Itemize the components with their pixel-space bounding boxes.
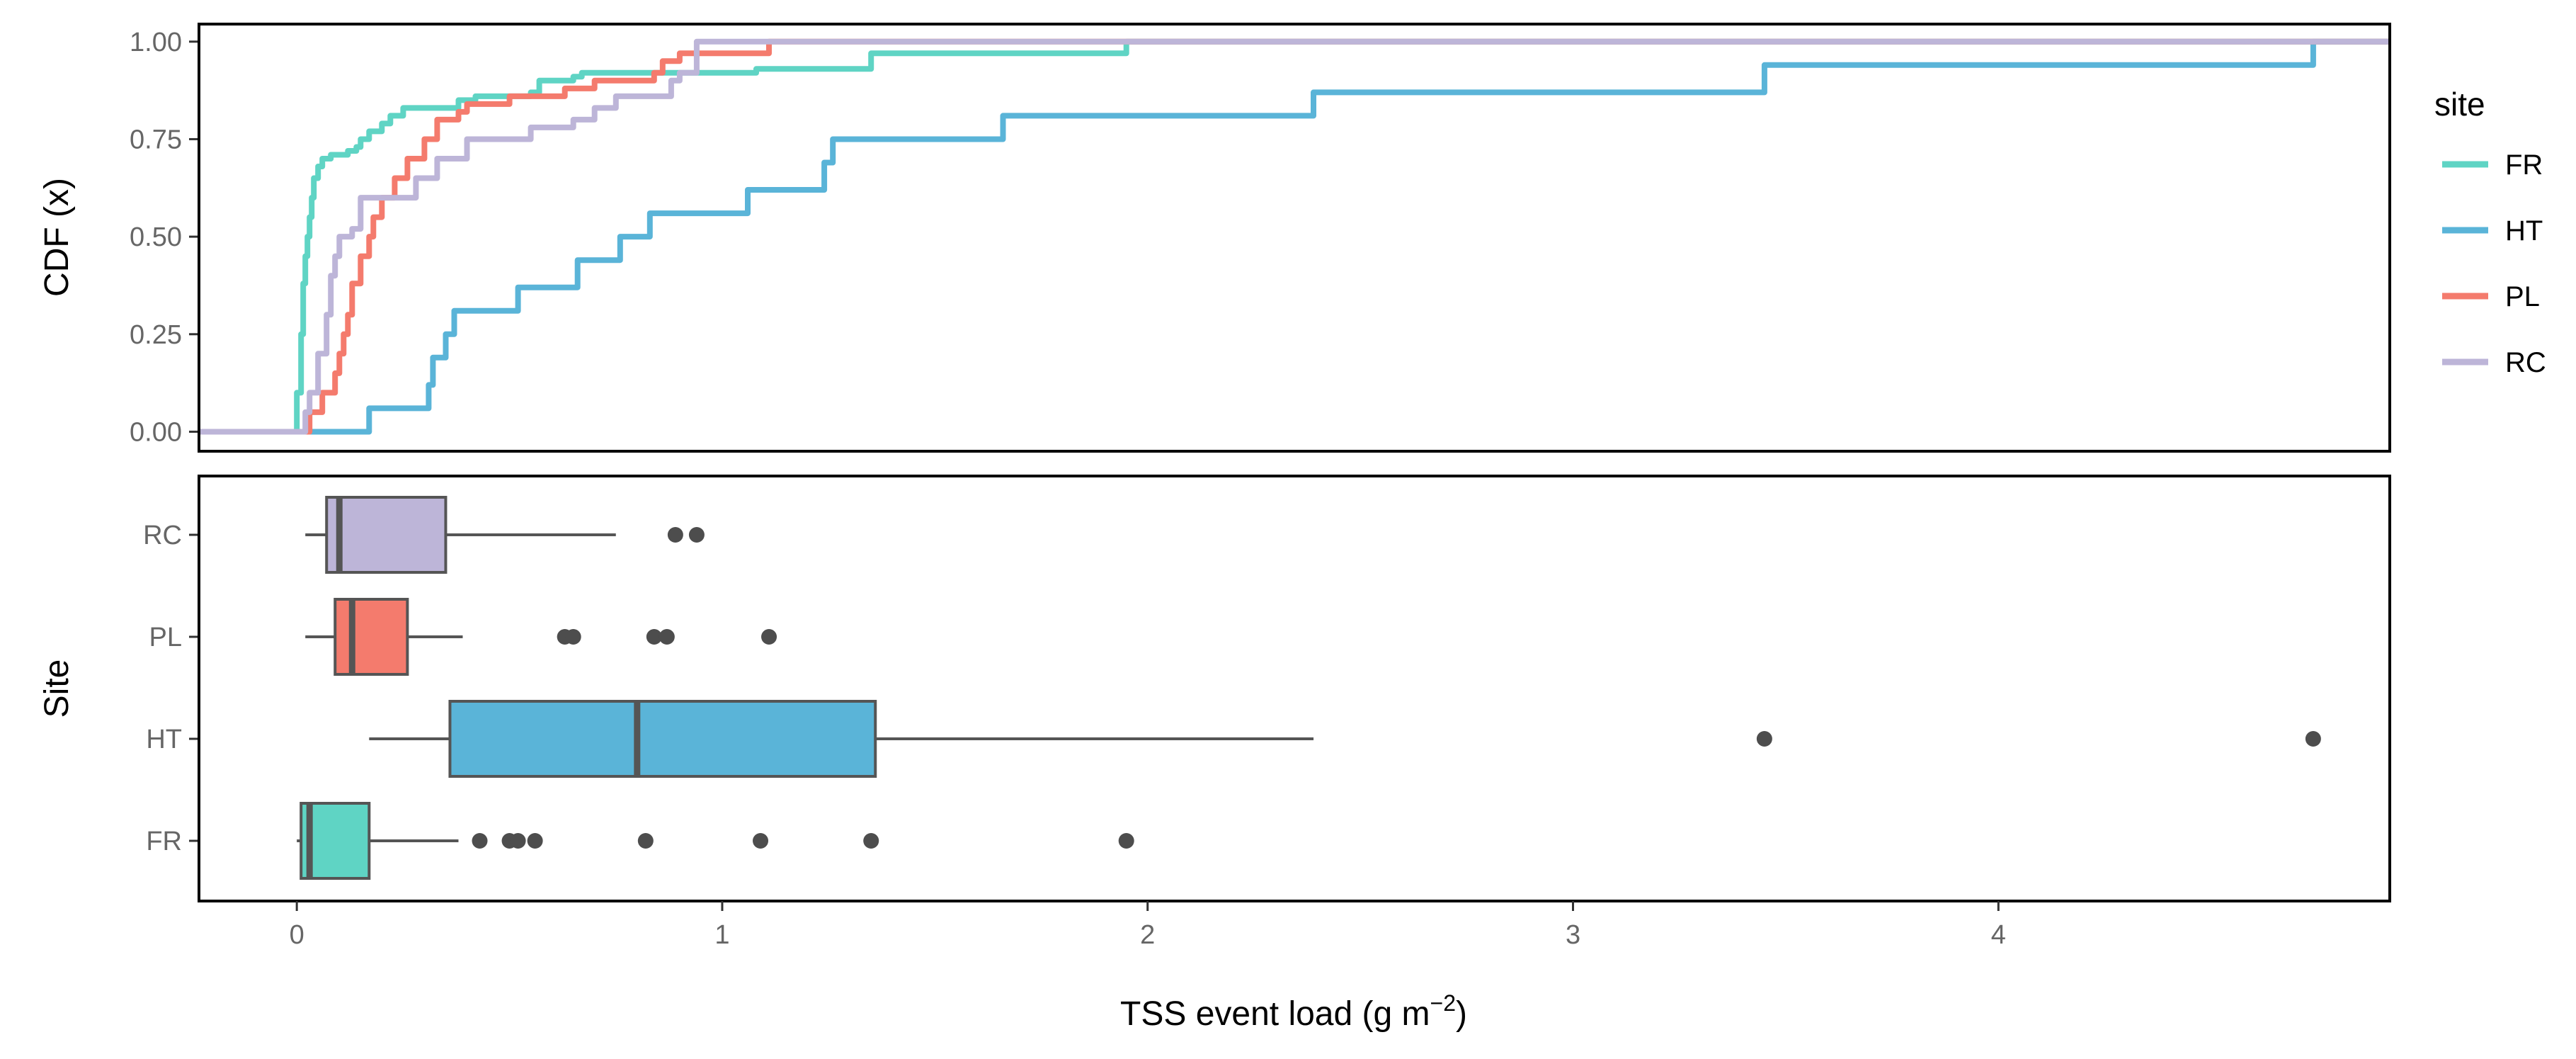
box-rc [305,496,705,574]
outlier-point [659,629,675,645]
legend-label-ht: HT [2505,215,2543,247]
outlier-point [1756,731,1772,747]
x-tick-label: 0 [290,920,304,950]
cdf-y-tick-label: 1.00 [130,28,182,57]
x-tick-label: 2 [1140,920,1155,950]
boxplot-category-label: HT [146,725,182,754]
box-iqr [334,598,409,676]
outlier-point [646,629,662,645]
boxplot-category-label: PL [149,623,182,652]
outlier-point [688,527,705,543]
outlier-point [527,833,543,849]
x-tick-label: 3 [1566,920,1580,950]
cdf-y-tick-label: 0.00 [130,417,182,447]
outlier-point [472,833,488,849]
x-tick-label: 1 [714,920,729,950]
box-iqr [325,496,448,574]
outlier-point [510,833,526,849]
outlier-point [2305,731,2321,747]
cdf-line-pl [199,38,2390,435]
outlier-point [1118,833,1134,849]
cdf-y-tick-label: 0.25 [130,320,182,350]
cdf-y-tick-label: 0.50 [130,222,182,252]
cdf-panel-frame [198,23,2391,453]
x-axis-title-suffix: ) [1456,995,1467,1033]
cdf-y-axis: 0.00 0.25 0.50 0.75 1.00 [130,28,199,447]
outlier-point [565,629,581,645]
boxplot-panel-frame [198,475,2391,902]
outlier-point [637,833,654,849]
boxplot-x-axis: 0 1 2 3 4 [290,901,2006,950]
boxplot-panel: RC PL HT FR 0 1 2 3 4 Site TSS event load (g m−… [38,475,2391,1033]
legend: site FR HT PL RC [2434,86,2546,378]
x-axis-title: TSS event load (g m−2) [1120,990,1467,1033]
cdf-line-ht [199,38,2390,435]
legend-label-rc: RC [2505,347,2546,378]
box-pl [305,598,777,676]
cdf-y-tick-label: 0.75 [130,125,182,154]
box-iqr [448,700,877,778]
outlier-point [761,629,777,645]
outlier-point [753,833,769,849]
cdf-series-group [199,38,2390,435]
legend-items: FR HT PL RC [2442,149,2546,378]
box-ht [369,700,2321,778]
legend-label-fr: FR [2505,149,2543,181]
x-tick-label: 4 [1991,920,2006,950]
boxplot-y-axis: RC PL HT FR [143,521,199,856]
boxplot-y-axis-title: Site [38,659,76,718]
cdf-line-rc [199,38,2390,435]
cdf-y-axis-title: CDF (x) [38,178,76,297]
boxplot-category-label: FR [146,827,182,856]
outlier-point [667,527,683,543]
outlier-point [863,833,879,849]
x-axis-title-main: TSS event load (g m [1120,995,1430,1033]
cdf-line-fr [199,38,2390,435]
boxplot-category-label: RC [143,521,182,550]
legend-label-pl: PL [2505,281,2540,312]
legend-title: site [2434,86,2485,123]
boxplot-boxes-group [297,496,2321,880]
cdf-panel: 0.00 0.25 0.50 0.75 1.00 CDF (x) [38,23,2391,453]
x-axis-title-superscript: −2 [1430,990,1456,1016]
box-fr [297,802,1134,880]
